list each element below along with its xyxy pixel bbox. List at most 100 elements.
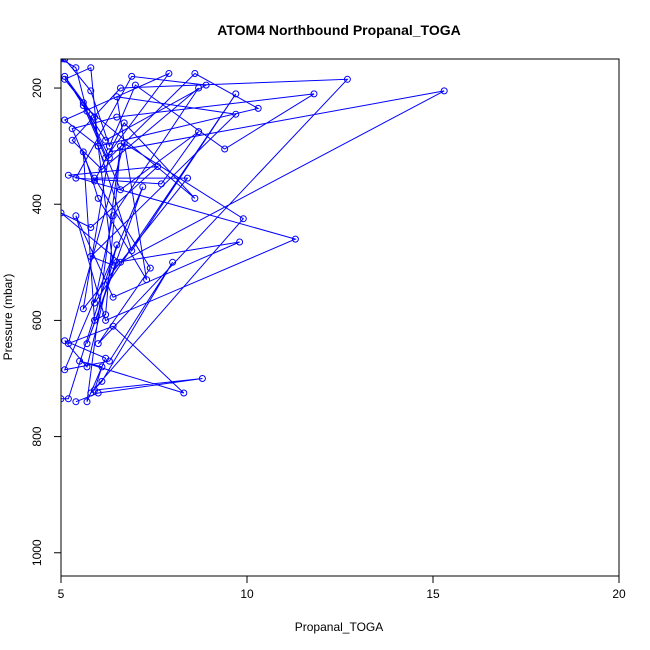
data-point [61, 209, 65, 217]
data-point [83, 363, 91, 371]
data-point [72, 212, 80, 220]
data-point [117, 142, 124, 150]
data-point [102, 354, 110, 362]
data-point [343, 75, 351, 83]
data-point [79, 102, 87, 109]
data-point [143, 276, 151, 284]
data-point [169, 258, 177, 266]
plot-frame [60, 58, 620, 577]
data-point [146, 264, 154, 272]
x-tick-label: 15 [426, 587, 440, 601]
data-point [91, 316, 98, 324]
y-axis-label: Pressure (mbar) [1, 274, 15, 361]
y-tick-label: 1000 [30, 539, 44, 566]
data-point [64, 171, 72, 179]
data-point [79, 148, 87, 156]
data-point [87, 87, 95, 95]
series-line [61, 59, 445, 403]
data-point [91, 299, 98, 307]
data-point [120, 119, 128, 127]
data-point [221, 145, 229, 153]
data-point [87, 224, 95, 231]
data-point [94, 340, 102, 348]
data-point [83, 340, 91, 348]
data-point [291, 235, 299, 243]
data-point [87, 64, 95, 72]
data-point [76, 357, 84, 365]
data-point [102, 311, 110, 319]
data-point [310, 90, 318, 98]
data-point [191, 70, 199, 77]
plot-lines [61, 59, 445, 403]
data-point [180, 389, 188, 397]
data-point [157, 180, 165, 188]
data-point [191, 194, 199, 202]
data-point [98, 377, 106, 385]
data-point [91, 174, 98, 182]
data-point [98, 165, 106, 173]
data-point [131, 81, 139, 89]
data-point [79, 99, 87, 107]
data-point [232, 90, 240, 98]
chart-title: ATOM4 Northbound Propanal_TOGA [217, 22, 460, 38]
y-tick-label: 400 [30, 194, 44, 214]
data-point [91, 177, 98, 185]
data-point [117, 186, 124, 194]
x-axis: 5 10 15 20 [58, 575, 626, 601]
y-tick-label: 200 [30, 78, 44, 98]
data-point [61, 395, 65, 403]
data-point [64, 395, 72, 403]
data-point [128, 72, 136, 80]
data-point [61, 59, 69, 63]
data-point [109, 322, 117, 330]
data-point [109, 293, 117, 301]
data-point [87, 253, 95, 260]
data-point [102, 154, 110, 162]
data-point [440, 87, 448, 95]
data-point [128, 247, 136, 255]
data-point [94, 142, 102, 150]
data-point [109, 261, 117, 269]
data-point [105, 154, 113, 162]
x-tick-label: 5 [58, 587, 65, 601]
data-point [202, 81, 210, 89]
data-point [239, 215, 247, 223]
data-point [79, 305, 87, 313]
x-axis-label: Propanal_TOGA [295, 620, 384, 634]
data-point [72, 174, 80, 182]
data-point [195, 84, 203, 92]
data-point [72, 398, 80, 406]
y-tick-label: 800 [30, 426, 44, 446]
data-point [139, 183, 147, 191]
data-point [83, 398, 91, 406]
x-tick-label: 20 [612, 587, 626, 601]
data-point [232, 110, 240, 118]
data-point [102, 136, 110, 144]
data-point [61, 366, 69, 374]
data-point [72, 64, 80, 72]
data-point [61, 337, 69, 345]
y-axis: 200 400 600 800 1000 [30, 78, 62, 566]
data-point [117, 258, 124, 266]
x-tick-label: 10 [240, 587, 254, 601]
data-point [109, 212, 117, 220]
data-point [68, 136, 76, 144]
data-point [117, 84, 124, 92]
data-point [94, 389, 102, 397]
data-point [61, 116, 69, 124]
data-point [198, 375, 206, 382]
data-point [113, 113, 121, 121]
data-point [113, 93, 121, 101]
data-point [154, 163, 162, 170]
plot-points [61, 59, 448, 406]
data-point [195, 128, 203, 136]
data-point [98, 363, 106, 371]
data-point [254, 104, 262, 112]
data-point [113, 241, 121, 249]
data-point [184, 174, 191, 182]
data-point [91, 113, 98, 121]
data-point [236, 238, 244, 246]
data-point [165, 70, 173, 77]
data-point [83, 107, 91, 115]
